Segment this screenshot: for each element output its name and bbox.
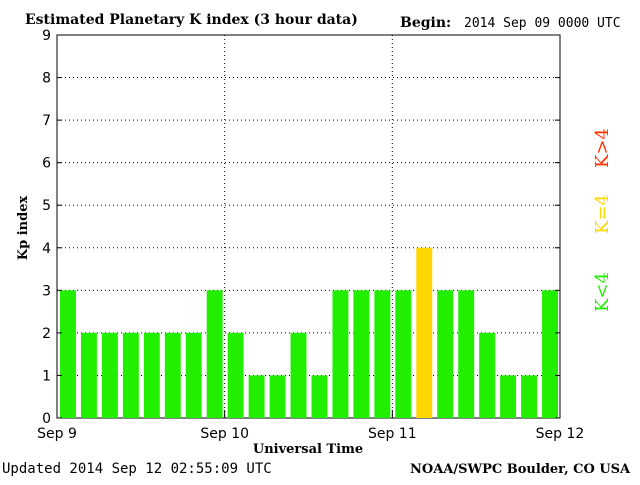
kp-bar [353,290,370,418]
legend-low: K<4 [592,272,613,312]
x-tick-label: Sep 10 [200,426,249,442]
begin-label: Begin: [400,15,451,31]
kp-bar [185,332,202,418]
y-axis-label: Kp index [16,196,31,261]
plot-frame [56,34,561,419]
kp-bar [290,332,307,418]
x-tick-label: Sep 12 [536,426,585,442]
kp-bar [311,375,328,418]
kp-bar [269,375,286,418]
y-tick-label: 6 [42,156,51,172]
kp-bar [479,332,496,418]
begin-value: 2014 Sep 09 0000 UTC [464,16,621,31]
bar-series [60,247,558,418]
kp-bar [80,332,97,418]
legend-high: K>4 [592,128,613,168]
updated-timestamp: Updated 2014 Sep 12 02:55:09 UTC [2,461,272,477]
kp-bar [416,247,433,418]
x-tick-label: Sep 9 [37,426,77,442]
kp-bar [521,375,538,418]
legend-moderate: K=4 [592,194,613,234]
x-axis-ticks: Sep 9 Sep 10 Sep 11 Sep 12 [37,410,584,442]
kp-bar [101,332,118,418]
kp-bar [206,290,223,418]
kp-bar [227,332,244,418]
kp-bar [122,332,139,418]
y-tick-label: 4 [42,241,51,257]
x-tick-label: Sep 11 [368,426,417,442]
chart-title: Estimated Planetary K index (3 hour data… [25,12,358,28]
kp-bar [437,290,454,418]
kp-bar [542,290,558,418]
y-tick-label: 5 [42,198,51,214]
y-tick-label: 0 [42,411,51,427]
kp-bar [143,332,160,418]
y-tick-label: 9 [42,28,51,44]
y-tick-label: 1 [42,368,51,384]
kp-bar [395,290,412,418]
y-tick-label: 2 [42,326,51,342]
kp-bar [60,290,76,418]
y-tick-label: 8 [42,71,51,87]
kp-bar [374,290,391,418]
y-tick-label: 7 [42,113,51,129]
x-axis-label: Universal Time [253,442,363,457]
y-tick-label: 3 [42,283,51,299]
kp-bar [248,375,265,418]
source-credit: NOAA/SWPC Boulder, CO USA [410,462,631,477]
kp-bar [458,290,475,418]
kp-bar [332,290,349,418]
kp-bar [500,375,517,418]
y-axis-ticks: 0 1 2 3 4 5 6 7 8 9 [42,28,560,427]
kp-bar [164,332,181,418]
